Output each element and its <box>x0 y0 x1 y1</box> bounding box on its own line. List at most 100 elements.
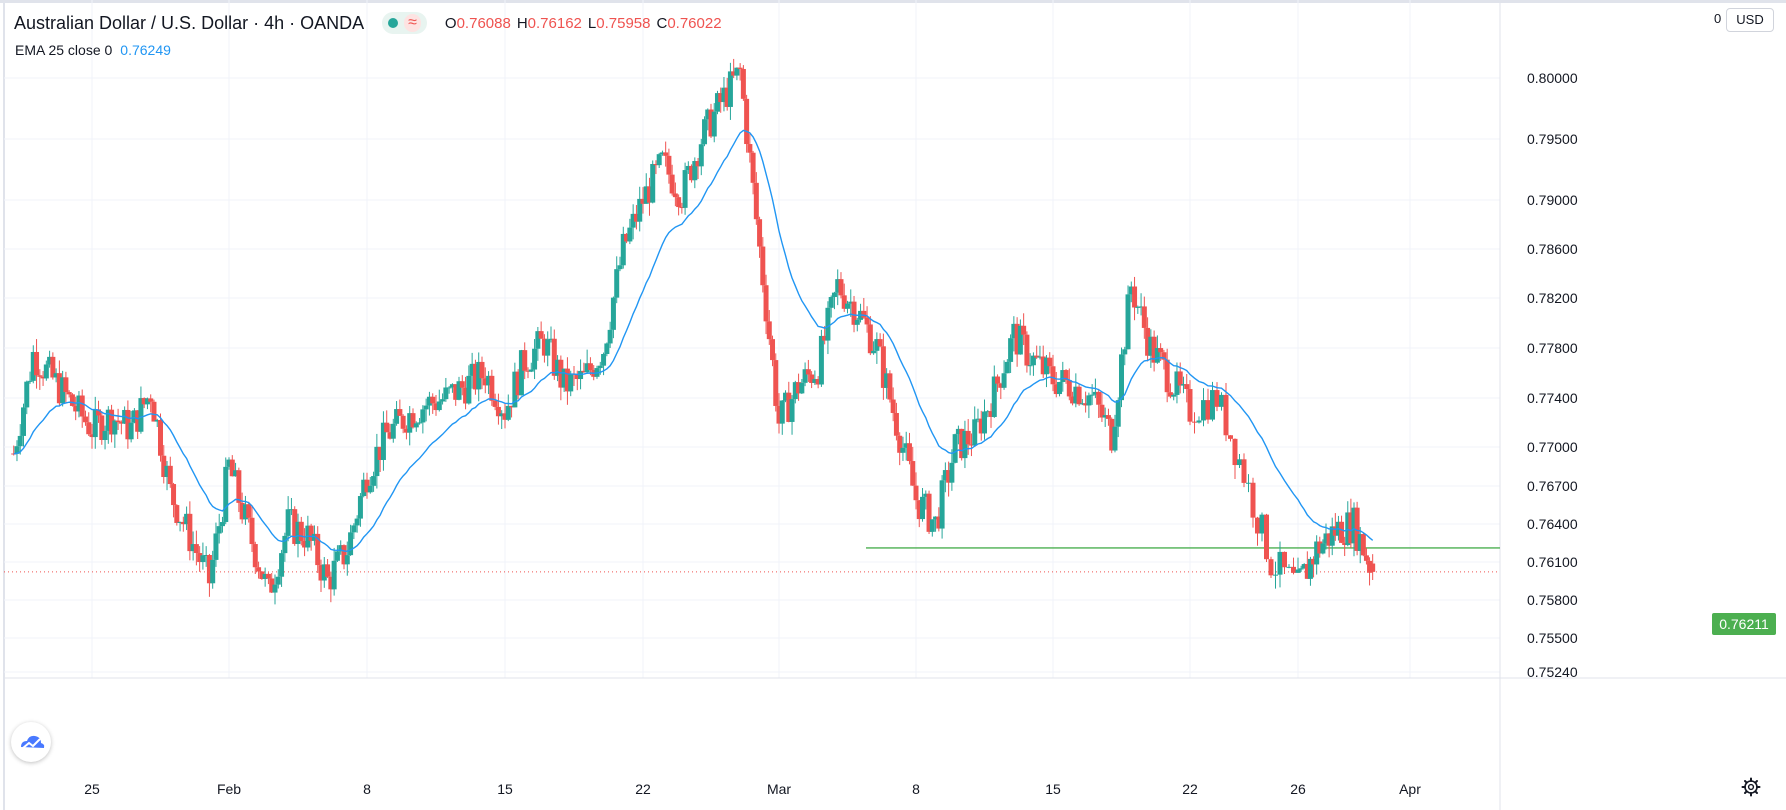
bearish-candle <box>750 150 756 195</box>
bullish-candle <box>456 376 462 401</box>
bullish-candle <box>617 256 623 272</box>
candle-body <box>76 395 82 412</box>
candle-body <box>838 279 844 296</box>
bearish-candle <box>187 501 193 561</box>
bullish-candle <box>920 487 926 522</box>
bearish-candle <box>82 410 88 426</box>
bullish-candle <box>1011 316 1017 352</box>
candle-body <box>430 396 436 404</box>
bearish-candle <box>809 371 815 389</box>
candle-body <box>607 329 613 344</box>
candle-body <box>734 67 740 76</box>
candle-body <box>1043 357 1049 375</box>
bullish-candle <box>848 289 854 317</box>
bullish-candle <box>607 321 613 348</box>
candle-body <box>812 378 818 383</box>
bullish-candle <box>518 349 524 396</box>
settings-gear-icon[interactable] <box>1741 777 1761 797</box>
price-tick-label: 0.76700 <box>1527 478 1578 494</box>
bearish-candle <box>252 541 258 574</box>
bearish-candle <box>69 393 75 407</box>
bearish-candle <box>763 274 769 335</box>
bearish-candle <box>522 342 528 380</box>
tradingview-logo-icon[interactable] <box>11 722 51 762</box>
candle-body <box>262 573 268 579</box>
time-tick-label: 15 <box>1045 781 1061 797</box>
bearish-candle <box>1348 498 1354 548</box>
candle-body <box>1161 352 1167 360</box>
bearish-candle <box>1050 354 1056 392</box>
bearish-candle <box>387 423 393 440</box>
candle-body <box>1158 348 1164 353</box>
candle-body <box>502 413 508 420</box>
price-tick-label: 0.80000 <box>1527 70 1578 86</box>
bullish-candle <box>711 103 717 143</box>
candle-body <box>69 394 75 406</box>
bullish-candle <box>620 226 626 269</box>
bearish-candle <box>773 353 779 412</box>
symbol-title[interactable]: Australian Dollar / U.S. Dollar <box>14 12 249 33</box>
candle-body <box>975 418 981 420</box>
candle-body <box>456 381 462 400</box>
bearish-candle <box>581 362 587 373</box>
bullish-candle <box>1219 392 1224 411</box>
bearish-candle <box>34 339 40 389</box>
bearish-candle <box>760 237 766 293</box>
bullish-candle <box>1001 360 1007 390</box>
bullish-candle <box>692 157 698 189</box>
candle-body <box>1099 404 1105 418</box>
bearish-candle <box>1161 349 1167 370</box>
candle-body <box>1060 370 1066 383</box>
candle-body <box>1326 533 1332 546</box>
market-status-badge[interactable]: ≈ <box>382 12 427 34</box>
bearish-candle <box>1282 551 1287 574</box>
candle-body <box>1228 435 1233 439</box>
candle-body <box>17 435 23 447</box>
candle-body <box>463 387 469 404</box>
currency-button[interactable]: USD <box>1726 8 1774 32</box>
ema-legend[interactable]: EMA 25 close 0 0.76249 <box>15 42 171 58</box>
bearish-candle <box>1083 391 1089 413</box>
candle-body <box>532 348 538 370</box>
bullish-candle <box>144 397 150 410</box>
bullish-candle <box>275 569 281 589</box>
candle-body <box>711 111 717 137</box>
candle-body <box>1128 286 1134 295</box>
bearish-candle <box>269 573 275 594</box>
ema-25-line <box>13 129 1374 553</box>
bullish-candle <box>184 506 190 531</box>
bearish-candle <box>910 446 916 486</box>
candle-body <box>1232 438 1238 466</box>
bearish-candle <box>897 432 903 466</box>
bullish-candle <box>985 410 991 418</box>
candle-body <box>492 400 498 407</box>
candle-body <box>125 409 131 440</box>
bullish-candle <box>177 521 183 532</box>
bearish-candle <box>890 387 896 422</box>
bearish-candle <box>50 352 56 380</box>
bullish-candle <box>854 317 860 332</box>
bullish-candle <box>818 329 824 387</box>
candle-body <box>659 152 665 155</box>
bullish-candle <box>698 138 704 176</box>
bearish-candle <box>1304 551 1310 579</box>
bearish-candle <box>1311 556 1317 578</box>
candle-body <box>216 526 222 534</box>
candle-body <box>646 186 652 203</box>
bearish-candle <box>397 399 403 417</box>
bearish-candle <box>325 559 331 579</box>
candle-body <box>815 378 821 385</box>
bearish-candle <box>880 333 886 400</box>
bullish-candle <box>390 418 396 443</box>
bearish-candle <box>86 412 92 436</box>
price-tick-label: 0.75500 <box>1527 630 1578 646</box>
candle-body <box>1367 560 1373 573</box>
candle-body <box>1079 403 1085 405</box>
bullish-candle <box>334 545 340 562</box>
interval-label[interactable]: 4h <box>264 12 285 33</box>
candle-body <box>555 359 561 376</box>
bearish-candle <box>1132 276 1138 321</box>
bearish-candle <box>171 482 177 518</box>
